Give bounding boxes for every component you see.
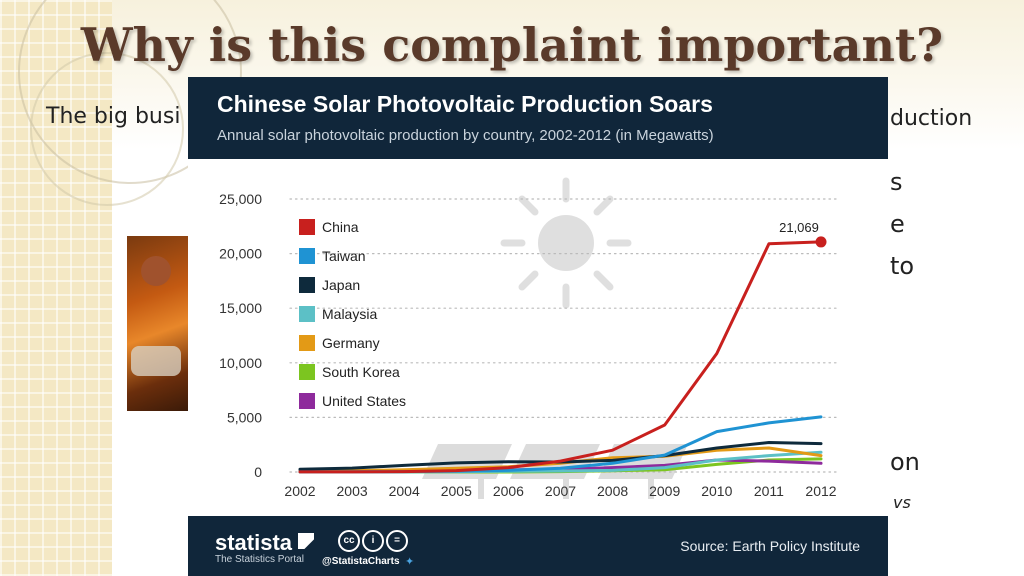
worker-photo — [127, 236, 189, 411]
y-tick-label: 10,000 — [219, 355, 262, 371]
no-derivatives-icon[interactable]: = — [386, 530, 408, 552]
slide-title: Why is this complaint important? — [80, 18, 944, 72]
slide-text-fragment: on — [890, 448, 920, 476]
y-tick-label: 15,000 — [219, 300, 262, 316]
legend-swatch — [299, 248, 315, 264]
x-tick-label: 2008 — [597, 483, 628, 499]
attribution-icon[interactable]: i — [362, 530, 384, 552]
chart-footer: statista The Statistics Portal cc i = @S… — [188, 516, 888, 576]
legend-label: United States — [322, 393, 406, 409]
china-endpoint-marker — [815, 236, 827, 248]
legend-label: South Korea — [322, 364, 400, 380]
twitter-bird-icon[interactable]: ✦ — [405, 556, 415, 568]
x-tick-label: 2009 — [649, 483, 680, 499]
y-tick-label: 20,000 — [219, 246, 262, 262]
legend-swatch — [299, 364, 315, 380]
slide-text-fragment: s — [890, 168, 903, 196]
y-tick-label: 5,000 — [227, 409, 262, 425]
decorative-ring — [30, 52, 184, 206]
creative-commons-icon[interactable]: cc — [338, 530, 360, 552]
x-tick-label: 2005 — [441, 483, 472, 499]
chart-title: Chinese Solar Photovoltaic Production So… — [217, 91, 713, 117]
data-label-china-2012: 21,069 — [779, 220, 819, 235]
x-tick-label: 2006 — [493, 483, 524, 499]
chart-source: Source: Earth Policy Institute — [680, 538, 860, 554]
legend-label: China — [322, 219, 359, 235]
legend-swatch — [299, 335, 315, 351]
chart-plot: 0 5,000 10,000 15,000 20,000 25,000 2002 2003 2… — [219, 177, 837, 499]
legend-label: Japan — [322, 277, 360, 293]
slide-bullet-text-right: duction — [890, 106, 973, 131]
x-tick-label: 2012 — [805, 483, 836, 499]
x-tick-label: 2003 — [337, 483, 368, 499]
legend-swatch — [299, 393, 315, 409]
chart-card: Chinese Solar Photovoltaic Production So… — [188, 77, 888, 576]
sun-illustration — [500, 177, 632, 309]
x-tick-label: 2002 — [284, 483, 315, 499]
y-tick-label: 0 — [254, 464, 262, 480]
legend-swatch — [299, 277, 315, 293]
slide-bullet-text-left: The big busi — [46, 104, 181, 129]
slide-text-fragment: vs — [893, 493, 911, 512]
x-tick-label: 2007 — [545, 483, 576, 499]
statista-logo[interactable]: statista — [215, 530, 293, 555]
x-tick-label: 2004 — [389, 483, 420, 499]
legend-label: Germany — [322, 335, 380, 351]
statista-logo-mark-icon — [298, 533, 314, 549]
chart-header: Chinese Solar Photovoltaic Production So… — [188, 77, 888, 159]
twitter-handle[interactable]: @StatistaCharts — [322, 556, 400, 567]
x-tick-label: 2011 — [754, 483, 784, 499]
legend-label: Taiwan — [322, 248, 366, 264]
legend-swatch — [299, 219, 315, 235]
legend-label: Malaysia — [322, 306, 377, 322]
slide-text-fragment: e — [890, 210, 905, 238]
series-line-china — [298, 240, 823, 474]
y-tick-label: 25,000 — [219, 191, 262, 207]
chart-subtitle: Annual solar photovoltaic production by … — [217, 127, 714, 144]
slide-text-fragment: to — [890, 252, 915, 280]
legend-swatch — [299, 306, 315, 322]
statista-tagline: The Statistics Portal — [215, 554, 304, 565]
x-tick-label: 2010 — [701, 483, 732, 499]
